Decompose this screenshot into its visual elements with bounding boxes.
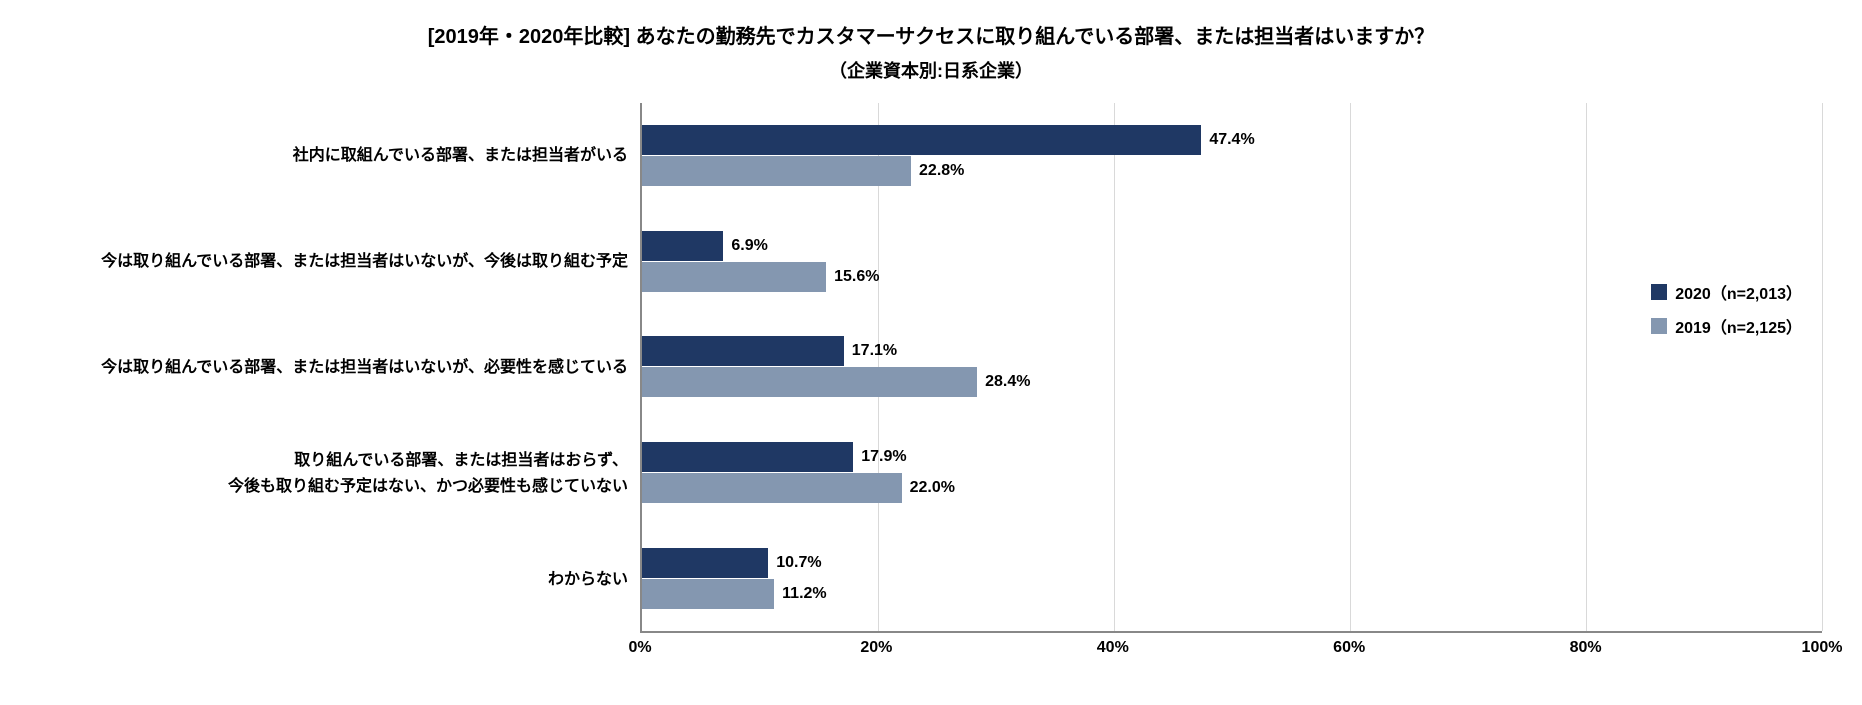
bar-row: 22.0% (642, 473, 1822, 503)
bar-value-label: 6.9% (731, 237, 767, 255)
category-label: 社内に取組んでいる部署、または担当者がいる (40, 103, 628, 209)
bar-value-label: 22.0% (910, 479, 955, 497)
x-tick: 0% (628, 639, 651, 657)
bar (642, 442, 853, 472)
category-label: 今は取り組んでいる部署、または担当者はいないが、必要性を感じている (40, 315, 628, 421)
bar-row: 17.9% (642, 442, 1822, 472)
bar-row: 47.4% (642, 125, 1822, 155)
bar-group: 10.7% 11.2% (642, 547, 1822, 610)
bar (642, 262, 826, 292)
bar (642, 336, 844, 366)
gridline (1822, 103, 1823, 631)
bar (642, 156, 911, 186)
bar-value-label: 22.8% (919, 162, 964, 180)
bar-group: 6.9% 15.6% (642, 230, 1822, 293)
bar-value-label: 17.1% (852, 342, 897, 360)
x-axis: 0%20%40%60%80%100% (640, 639, 1822, 663)
bar-value-label: 17.9% (861, 448, 906, 466)
bar-value-label: 47.4% (1209, 131, 1254, 149)
bar-group: 17.9%22.0% (642, 441, 1822, 504)
bar-value-label: 10.7% (776, 554, 821, 572)
x-tick: 20% (860, 639, 892, 657)
legend-swatch (1651, 284, 1667, 300)
bar-value-label: 28.4% (985, 373, 1030, 391)
legend-item: 2020（n=2,013） (1651, 280, 1802, 304)
bar-row: 15.6% (642, 262, 1822, 292)
x-tick: 100% (1802, 639, 1843, 657)
x-tick: 40% (1097, 639, 1129, 657)
bar (642, 125, 1201, 155)
x-tick: 80% (1570, 639, 1602, 657)
chart-title: [2019年・2020年比較] あなたの勤務先でカスタマーサクセスに取り組んでい… (40, 20, 1822, 49)
bar-groups: 47.4%22.8%6.9%15.6%17.1%28.4%17.9%22.0%1… (642, 103, 1822, 631)
plot-wrap: 社内に取組んでいる部署、または担当者がいる今は取り組んでいる部署、または担当者は… (40, 103, 1822, 633)
legend-label: 2020（n=2,013） (1675, 280, 1802, 304)
category-label: 今は取り組んでいる部署、または担当者はいないが、今後は取り組む予定 (40, 209, 628, 315)
bar (642, 367, 977, 397)
legend-swatch (1651, 318, 1667, 334)
y-axis-labels: 社内に取組んでいる部署、または担当者がいる今は取り組んでいる部署、または担当者は… (40, 103, 640, 633)
bar-row: 11.2% (642, 579, 1822, 609)
bar (642, 579, 774, 609)
bar-row: 6.9% (642, 231, 1822, 261)
bar (642, 231, 723, 261)
bar-row: 17.1% (642, 336, 1822, 366)
bar-row: 28.4% (642, 367, 1822, 397)
legend: 2020（n=2,013） 2019（n=2,125） (1651, 280, 1802, 338)
chart-container: [2019年・2020年比較] あなたの勤務先でカスタマーサクセスに取り組んでい… (40, 20, 1822, 663)
chart-subtitle: （企業資本別:日系企業） (40, 57, 1822, 83)
legend-item: 2019（n=2,125） (1651, 314, 1802, 338)
category-label: 取り組んでいる部署、または担当者はおらず、今後も取り組む予定はない、かつ必要性も… (40, 421, 628, 527)
x-tick: 60% (1333, 639, 1365, 657)
bar-row: 22.8% (642, 156, 1822, 186)
bar-value-label: 15.6% (834, 268, 879, 286)
bar-row: 10.7% (642, 548, 1822, 578)
bar-value-label: 11.2% (782, 585, 826, 603)
bar-group: 47.4% 22.8% (642, 124, 1822, 187)
bar-group: 17.1% 28.4% (642, 335, 1822, 398)
plot-area: 47.4%22.8%6.9%15.6%17.1%28.4%17.9%22.0%1… (640, 103, 1822, 633)
bar (642, 548, 768, 578)
category-label: わからない (40, 527, 628, 633)
bar (642, 473, 902, 503)
legend-label: 2019（n=2,125） (1675, 314, 1802, 338)
